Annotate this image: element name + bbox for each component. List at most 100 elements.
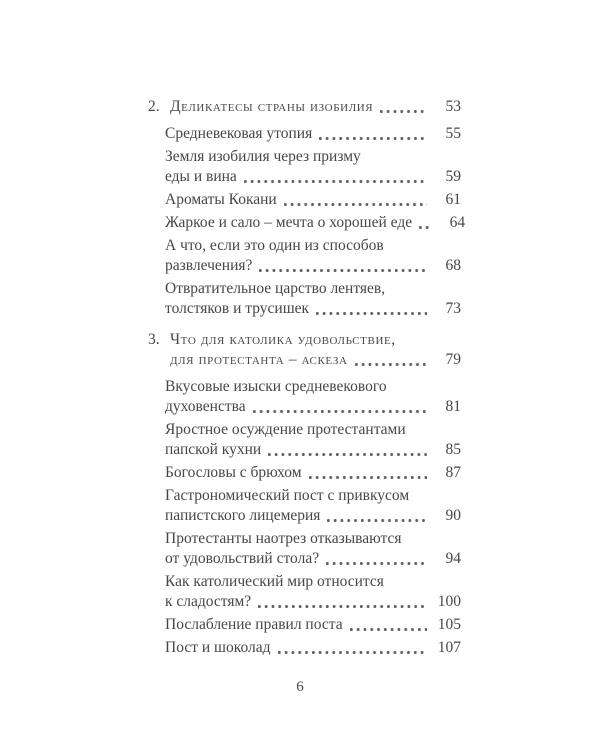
toc-page-number: 64 <box>449 214 466 231</box>
toc-entry-text: Послабление правил поста <box>165 616 343 633</box>
toc-entry-line: к сладостям? 100 <box>165 592 461 612</box>
toc-page-number: 100 <box>437 593 461 610</box>
toc-entry-line: от удовольствий стола? 94 <box>165 549 461 569</box>
toc-entry-text: Как католический мир относится <box>165 573 384 590</box>
toc-entry-line: папистского лицемерия 90 <box>165 506 461 526</box>
dot-leader <box>349 628 427 635</box>
dot-leader <box>259 269 427 276</box>
toc-entry: Пост и шоколад 107 <box>165 638 461 658</box>
toc-entry-line: А что, если это один из способов <box>165 236 461 256</box>
toc-entry-text: толстяков и трусишек <box>165 300 310 317</box>
toc-entry-text: Деликатесы страны изобилия <box>170 98 374 115</box>
footer-page-number: 6 <box>296 679 304 695</box>
dot-leader <box>419 226 432 233</box>
toc-entry: 2. Деликатесы страны изобилия 53 <box>148 97 462 117</box>
toc-entry-line: Средневековая утопия 55 <box>165 124 461 144</box>
toc-entry-text: к сладостям? <box>165 593 252 610</box>
toc-entry-text: для протестанта – аскеза <box>170 351 348 368</box>
toc-page-number: 85 <box>445 441 462 458</box>
toc-entry: Вкусовые изыски средневекового духовенств… <box>165 377 461 417</box>
toc-entry-line: Протестанты наотрез отказываются <box>165 529 461 549</box>
dot-leader <box>316 312 427 319</box>
dot-leader <box>326 562 427 569</box>
toc-page-number: 79 <box>445 351 462 368</box>
toc-entry-line: папской кухни 85 <box>165 440 461 460</box>
toc-entry: Послабление правил поста 105 <box>165 615 461 635</box>
toc-entry-line: Жаркое и сало – мечта о хорошей еде 64 <box>165 213 465 233</box>
toc-entry-line: Богословы с брюхом 87 <box>165 463 461 483</box>
toc-page-number: 90 <box>445 507 462 524</box>
toc-entry: Ароматы Кокани 61 <box>165 190 461 210</box>
toc-page-number: 105 <box>437 616 461 633</box>
dot-leader <box>354 363 427 370</box>
toc-page-number: 73 <box>445 300 462 317</box>
toc-entry-line: толстяков и трусишек 73 <box>165 299 461 319</box>
toc-entry-line: духовенства 81 <box>165 397 461 417</box>
toc-entry: Жаркое и сало – мечта о хорошей еде 64 <box>165 213 465 233</box>
dot-leader <box>380 110 427 117</box>
toc-entry-text: А что, если это один из способов <box>165 237 384 254</box>
toc-entry-line: Послабление правил поста 105 <box>165 615 461 635</box>
toc-entry-text: развлечения? <box>165 257 253 274</box>
toc-entry-line: Гастрономический пост с привкусом <box>165 486 461 506</box>
toc-entry: Протестанты наотрез отказываются от удово… <box>165 529 461 569</box>
toc-entry-text: Гастрономический пост с привкусом <box>165 487 410 504</box>
toc-page-number: 55 <box>445 125 462 142</box>
toc-entry-text: Средневековая утопия <box>165 125 313 142</box>
toc-entry-line: для протестанта – аскеза 79 <box>165 350 461 370</box>
toc-entry-text: папистского лицемерия <box>165 507 321 524</box>
toc-entry-text: от удовольствий стола? <box>165 550 320 567</box>
toc-entry: Богословы с брюхом 87 <box>165 463 461 483</box>
toc: 2. Деликатесы страны изобилия 53 Средневеко… <box>148 97 465 661</box>
dot-leader <box>327 519 427 526</box>
toc-entry-text: Протестанты наотрез отказываются <box>165 530 402 547</box>
toc-page-number: 59 <box>445 168 462 185</box>
toc-entry-text: Ароматы Кокани <box>165 191 277 208</box>
toc-entry-text: Вкусовые изыски средневекового <box>165 378 387 395</box>
dot-leader <box>252 410 427 417</box>
toc-entry-text: духовенства <box>165 398 246 415</box>
toc-entry-line: 2. Деликатесы страны изобилия 53 <box>148 97 462 117</box>
dot-leader <box>268 453 427 460</box>
dot-leader <box>283 203 427 210</box>
chapter-number: 2. <box>148 98 160 115</box>
toc-page-number: 68 <box>445 257 462 274</box>
toc-entry: Как католический мир относится к сладостя… <box>165 572 461 612</box>
chapter-number: 3. <box>148 331 160 348</box>
toc-entry: А что, если это один из способов развлече… <box>165 236 461 276</box>
toc-entry-text: Яростное осуждение протестантами <box>165 421 406 438</box>
dot-leader <box>243 180 427 187</box>
toc-entry: Отвратительное царство лентяев, толстяков… <box>165 279 461 319</box>
toc-entry: 3. Что для католика удовольствие, для прот… <box>148 330 461 370</box>
toc-page-number: 107 <box>437 639 461 656</box>
toc-entry-text: Отвратительное царство лентяев, <box>165 280 386 297</box>
toc-entry-line: Как католический мир относится <box>165 572 461 592</box>
toc-entry-text: Пост и шоколад <box>165 639 271 656</box>
toc-entry-line: Отвратительное царство лентяев, <box>165 279 461 299</box>
toc-entry: Земля изобилия через призму еды и вина 59 <box>165 147 461 187</box>
toc-entry: Гастрономический пост с привкусом папистс… <box>165 486 461 526</box>
toc-entry-line: Земля изобилия через призму <box>165 147 461 167</box>
dot-leader <box>258 605 427 612</box>
toc-entry-text: папской кухни <box>165 441 262 458</box>
toc-entry-text: Жаркое и сало – мечта о хорошей еде <box>165 214 413 231</box>
toc-entry: Средневековая утопия 55 <box>165 124 461 144</box>
toc-entry-text: Земля изобилия через призму <box>165 148 361 165</box>
toc-entry-line: еды и вина 59 <box>165 167 461 187</box>
dot-leader <box>277 651 427 658</box>
toc-entry: Яростное осуждение протестантами папской … <box>165 420 461 460</box>
toc-entry-line: Ароматы Кокани 61 <box>165 190 461 210</box>
toc-page-number: 81 <box>445 398 462 415</box>
toc-entry-line: развлечения? 68 <box>165 256 461 276</box>
toc-page-number: 94 <box>445 550 462 567</box>
toc-entry-line: Вкусовые изыски средневекового <box>165 377 461 397</box>
toc-entry-line: 3. Что для католика удовольствие, <box>148 330 461 350</box>
dot-leader <box>319 137 427 144</box>
toc-page-number: 53 <box>445 98 462 115</box>
toc-entry-line: Яростное осуждение протестантами <box>165 420 461 440</box>
toc-entry-text: еды и вина <box>165 168 237 185</box>
toc-entry-text: Богословы с брюхом <box>165 464 302 481</box>
dot-leader <box>308 476 427 483</box>
toc-page-number: 87 <box>445 464 462 481</box>
